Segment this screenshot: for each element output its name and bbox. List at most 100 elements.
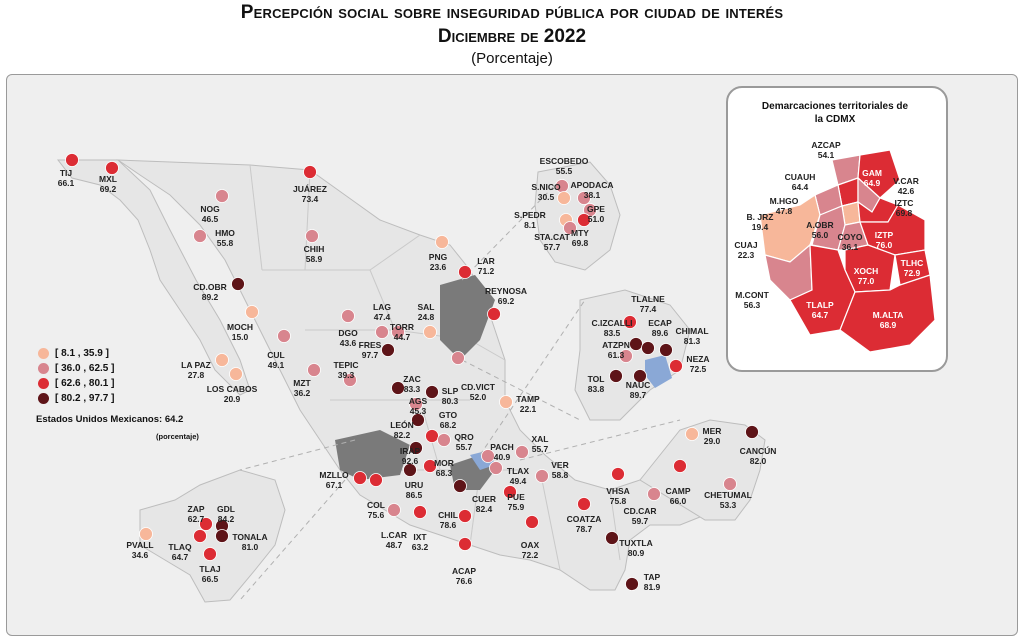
alcaldia-name: AZCAP <box>811 140 841 150</box>
alcaldia-label: M.ALTA 68.9 <box>873 310 904 330</box>
city-label: PACH 40.9 <box>490 442 513 462</box>
city-markers <box>65 153 759 591</box>
city-label: GPE 51.0 <box>587 204 605 224</box>
alcaldia-value: 72.9 <box>903 268 921 278</box>
city-label: TLAQ 64.7 <box>168 542 191 562</box>
map-unit: (Porcentaje) <box>471 50 553 67</box>
city-label: CD.OBR 89.2 <box>193 282 227 302</box>
city-name: TOL <box>587 374 605 384</box>
city-label: APODACA 38.1 <box>571 180 614 200</box>
city-label: TOL 83.8 <box>588 374 605 394</box>
city-marker <box>458 265 472 279</box>
city-label: MOR 68.3 <box>434 458 454 478</box>
city-label: JUÁREZ 73.4 <box>293 184 327 204</box>
city-value: 55.8 <box>216 238 234 248</box>
city-label: MXL 69.2 <box>99 174 117 194</box>
edomex-cdmx <box>645 355 672 388</box>
city-label: MZLLO 67.1 <box>319 470 348 490</box>
city-value: 81.9 <box>643 582 661 592</box>
city-name: MZLLO <box>319 470 349 480</box>
city-value: 63.2 <box>411 542 429 552</box>
city-value: 43.6 <box>339 338 357 348</box>
city-value: 68.2 <box>439 420 457 430</box>
city-value: 20.9 <box>223 394 241 404</box>
city-label: NEZA 72.5 <box>686 354 709 374</box>
city-label: COATZA 78.7 <box>567 514 602 534</box>
city-value: 78.7 <box>575 524 593 534</box>
city-name: ACAP <box>451 566 477 576</box>
alcaldia-name: XOCH <box>853 266 879 276</box>
city-marker <box>659 343 673 357</box>
alcaldia-label: AZCAP 54.1 <box>811 140 840 160</box>
city-marker <box>685 427 699 441</box>
city-label: VER 58.8 <box>551 460 568 480</box>
city-value: 92.6 <box>401 456 419 466</box>
city-label: XAL 55.7 <box>532 434 549 454</box>
national-unit: (porcentaje) <box>156 432 199 441</box>
city-label: VHSA 75.8 <box>606 486 630 506</box>
city-name: TAP <box>643 572 661 582</box>
city-value: 89.6 <box>651 328 669 338</box>
city-marker <box>305 229 319 243</box>
city-label: DGO 43.6 <box>338 328 357 348</box>
city-label: IXT 63.2 <box>412 532 429 552</box>
city-label: TONALA 81.0 <box>232 532 267 552</box>
city-marker <box>353 471 367 485</box>
city-label: ECAP 89.6 <box>648 318 672 338</box>
alcaldia-name: GAM <box>862 168 882 178</box>
city-marker <box>625 577 639 591</box>
city-label: LA PAZ 27.8 <box>181 360 211 380</box>
city-marker <box>215 353 229 367</box>
city-name: LAR <box>477 256 495 266</box>
legend: [ 8.1 , 35.9 ] [ 36.0 , 62.5 ] [ 62.6 , … <box>38 346 114 406</box>
city-label: CHIL 78.6 <box>438 510 458 530</box>
city-label: MTY 69.8 <box>571 228 589 248</box>
guadalajara-inset <box>139 469 286 603</box>
city-name: TLALNE <box>631 294 665 304</box>
alcaldia-label: CUAUH 64.4 <box>785 172 816 192</box>
city-marker <box>425 385 439 399</box>
alcaldia-name: B. JRZ <box>746 212 774 222</box>
city-value: 67.1 <box>325 480 343 490</box>
city-marker <box>203 547 217 561</box>
city-label: CANCÚN 82.0 <box>740 446 777 466</box>
city-label: S.NICO 30.5 <box>531 182 560 202</box>
city-value: 66.1 <box>57 178 75 188</box>
city-name: CHIH <box>303 244 325 254</box>
city-label: QRO 55.7 <box>454 432 473 452</box>
city-name: TONALA <box>232 532 268 542</box>
city-label: CAMP 66.0 <box>665 486 690 506</box>
city-label: SLP 80.3 <box>442 386 459 406</box>
city-marker <box>647 487 661 501</box>
city-name: AGS <box>408 396 428 406</box>
alcaldia-value: 22.3 <box>737 250 755 260</box>
alcaldia-value: 64.7 <box>811 310 829 320</box>
city-label: LAR 71.2 <box>477 256 494 276</box>
city-value: 40.9 <box>493 452 511 462</box>
city-name: MER <box>702 426 722 436</box>
city-marker <box>343 373 357 387</box>
city-value: 89.7 <box>629 390 647 400</box>
city-label: REYNOSA 69.2 <box>485 286 527 306</box>
city-name: GDL <box>217 504 235 514</box>
city-marker <box>341 309 355 323</box>
city-label: C.IZCALLI 83.5 <box>591 318 632 338</box>
city-label: CHIH 58.9 <box>304 244 325 264</box>
city-marker <box>403 463 417 477</box>
city-label: HMO 55.8 <box>215 228 235 248</box>
city-value: 64.7 <box>171 552 189 562</box>
city-name: CD.OBR <box>193 282 227 292</box>
city-marker <box>458 509 472 523</box>
city-marker <box>605 531 619 545</box>
city-marker <box>303 165 317 179</box>
city-value: 82.2 <box>393 430 411 440</box>
city-label: URU 86.5 <box>405 480 423 500</box>
alcaldia-value: 36.1 <box>841 242 859 252</box>
legend-label: [ 36.0 , 62.5 ] <box>55 363 115 374</box>
alcaldia-name: TLALP <box>806 300 834 310</box>
alcaldia-name: A.OBR <box>806 220 834 230</box>
alcaldia-value: 76.0 <box>875 240 893 250</box>
alcaldia-label: B. JRZ 19.4 <box>747 212 774 232</box>
city-value: 68.3 <box>435 468 453 478</box>
city-name: TORR <box>390 322 414 332</box>
